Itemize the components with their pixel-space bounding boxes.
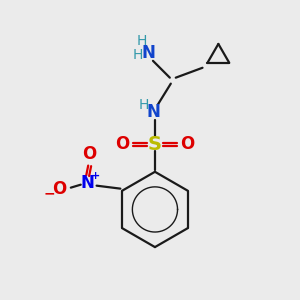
Text: O: O	[82, 145, 97, 163]
Text: O: O	[181, 135, 195, 153]
Text: O: O	[52, 180, 66, 198]
Text: −: −	[43, 187, 55, 201]
Text: O: O	[115, 135, 129, 153]
Text: H: H	[139, 98, 149, 112]
Text: +: +	[91, 171, 100, 181]
Text: H: H	[133, 48, 143, 62]
Text: H: H	[137, 34, 147, 48]
Text: S: S	[148, 135, 162, 154]
Text: N: N	[146, 103, 160, 122]
Text: N: N	[141, 44, 155, 62]
Text: N: N	[81, 174, 94, 192]
